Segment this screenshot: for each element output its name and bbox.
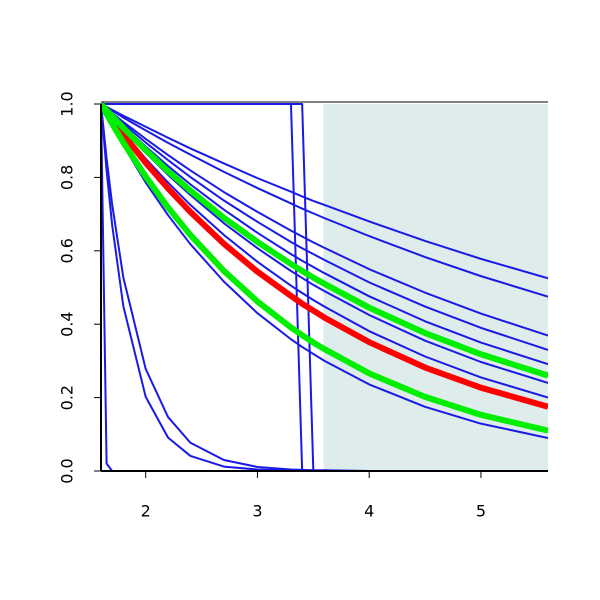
- y-tick-label: 1.0: [58, 91, 77, 116]
- shaded-region: [323, 104, 548, 471]
- x-tick-label: 3: [252, 502, 262, 521]
- curve: [101, 102, 548, 434]
- y-tick-label: 0.0: [58, 458, 77, 483]
- curve: [101, 103, 548, 298]
- curve: [101, 103, 548, 337]
- curve: [101, 101, 548, 379]
- y-tick-label: 0.4: [58, 311, 77, 336]
- x-tick-label: 2: [141, 502, 151, 521]
- curve: [101, 102, 548, 410]
- plot-area: [101, 101, 548, 472]
- y-tick-label: 0.8: [58, 165, 77, 190]
- x-tick-label: 4: [364, 502, 374, 521]
- x-tick-label: 5: [476, 502, 486, 521]
- y-tick-label: 0.6: [58, 238, 77, 263]
- y-tick-label: 0.2: [58, 385, 77, 410]
- curve: [101, 103, 548, 280]
